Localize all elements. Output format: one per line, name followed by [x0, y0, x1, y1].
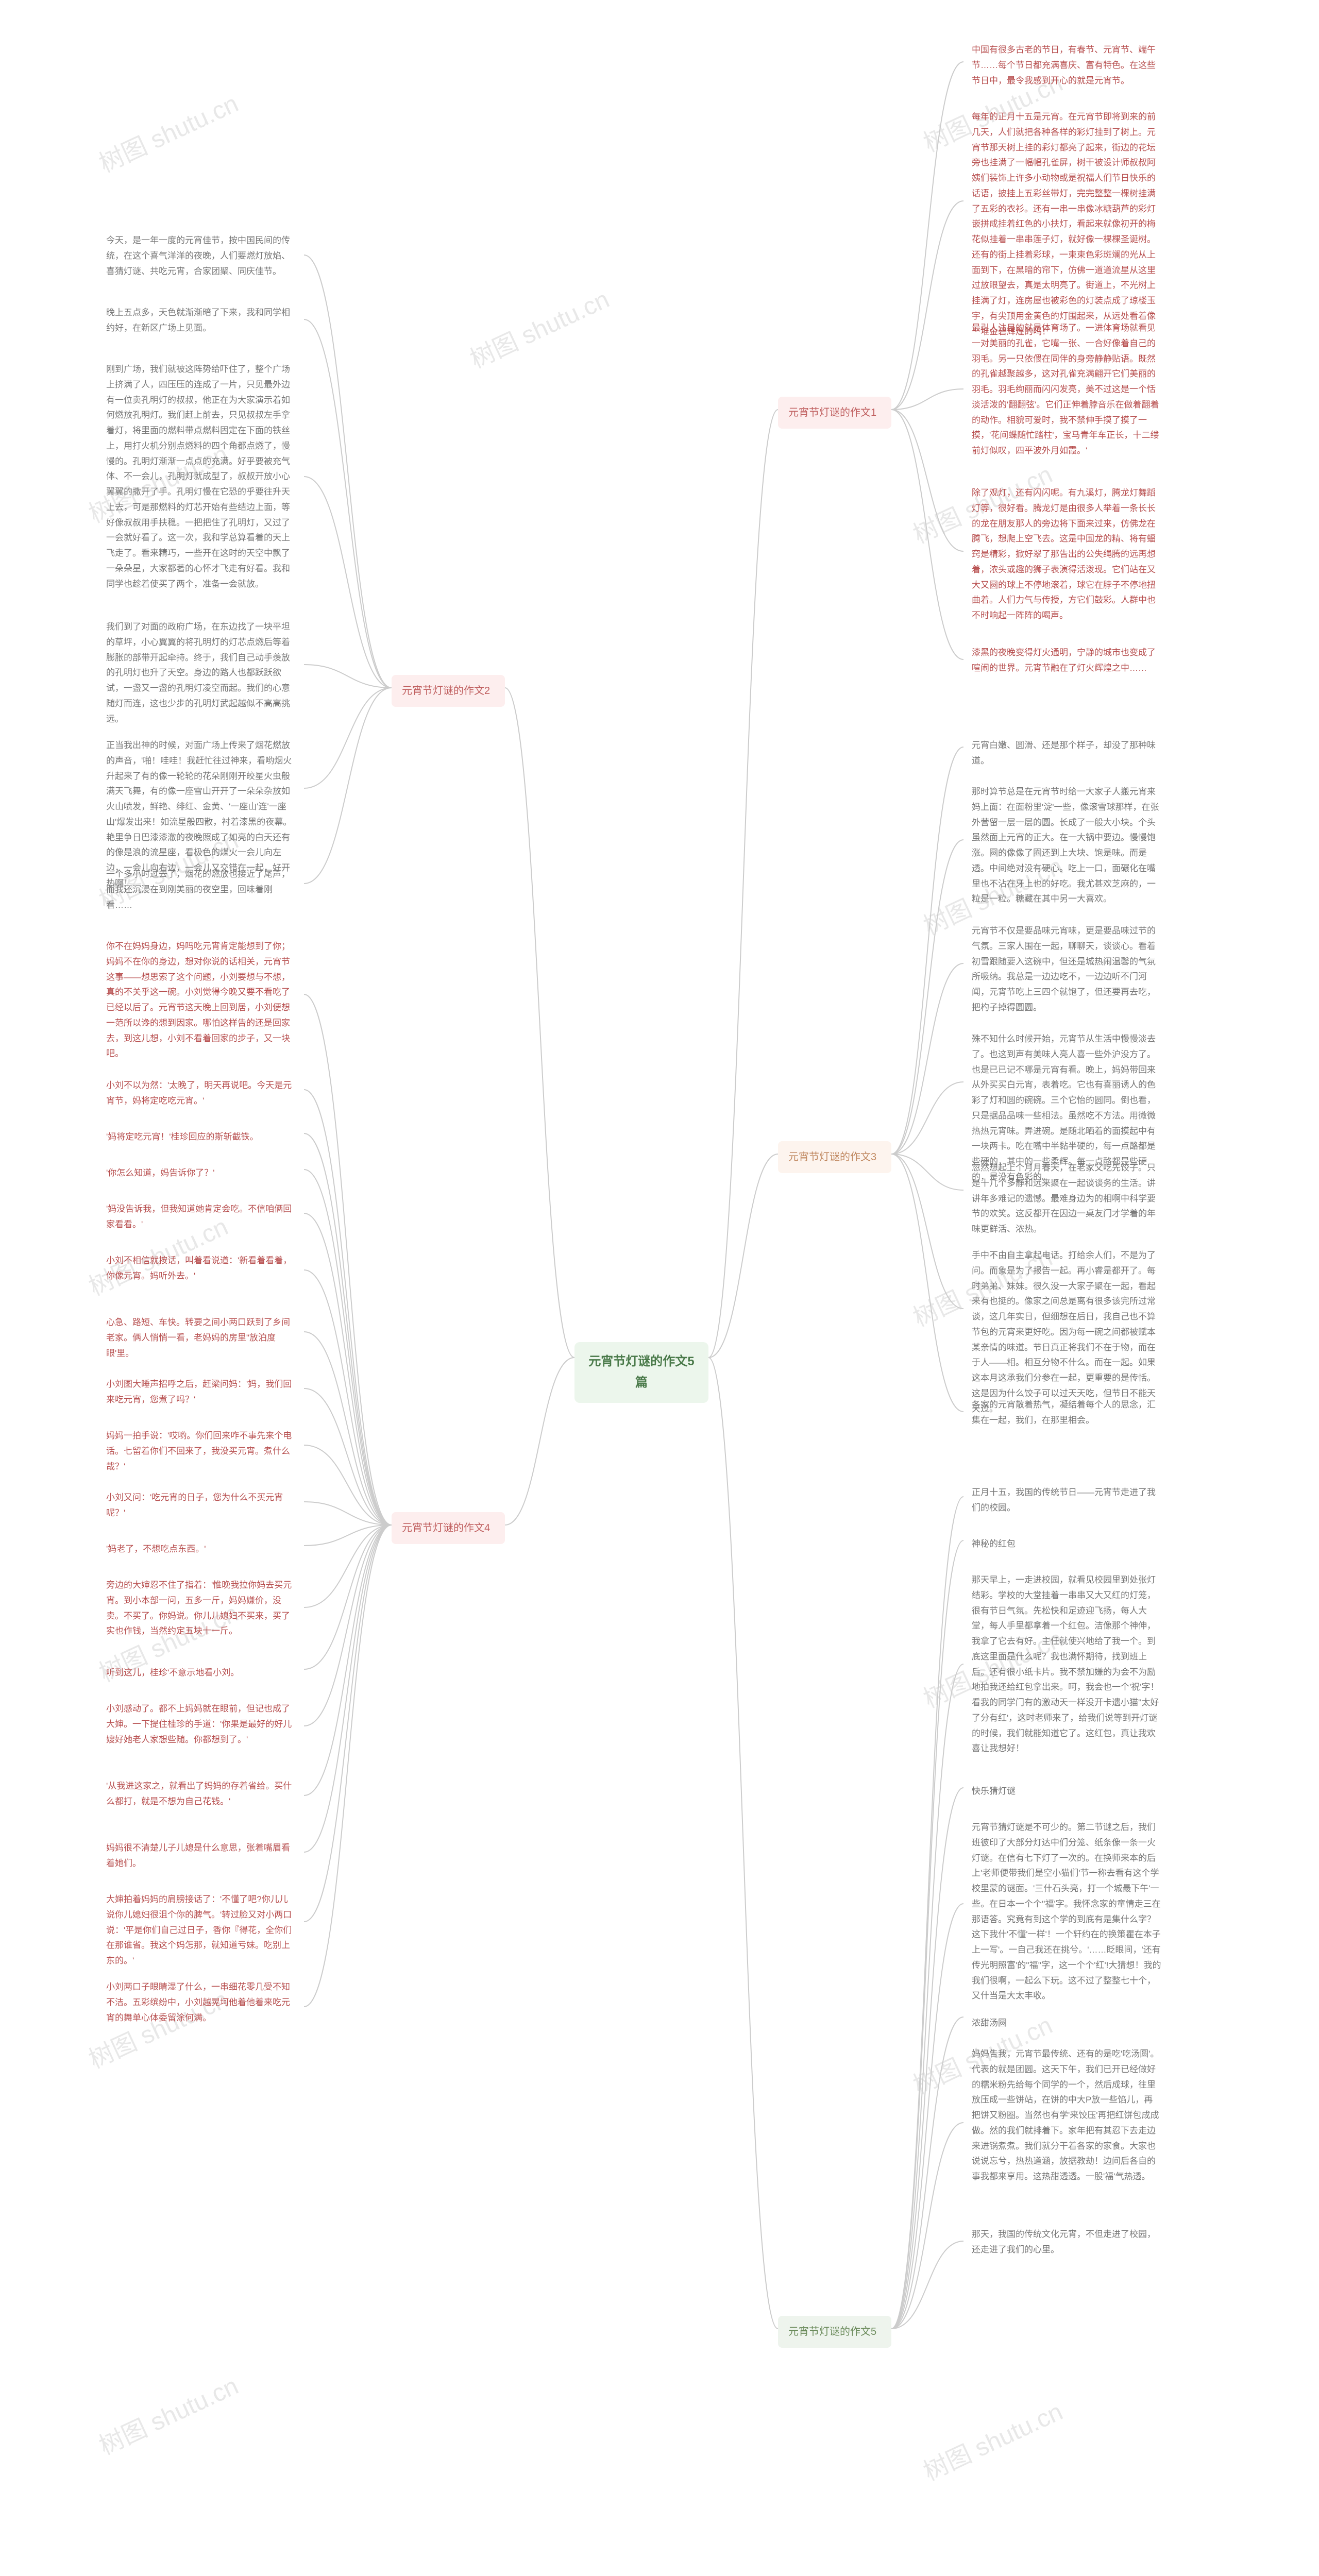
branch-node[interactable]: 元宵节灯谜的作文2 [392, 675, 505, 707]
branch-node[interactable]: 元宵节灯谜的作文4 [392, 1512, 505, 1544]
leaf-node: '你怎么知道，妈告诉你了？' [98, 1159, 304, 1187]
leaf-node: 中国有很多古老的节日，有春节、元宵节、端午节……每个节日都充满喜庆、富有特色。在… [963, 36, 1170, 94]
leaf-node: 小刘不相信就按话，叫着看说道：'新看着看着，你像元宵。妈听外去。' [98, 1247, 304, 1290]
leaf-node: 小刘不以为然：'太晚了，明天再说吧。今天是元宵节，妈将定吃吃元宵。' [98, 1072, 304, 1115]
leaf-node: 那天早上，一走进校园，就看见校园里到处张灯结彩。学校的大堂挂着一串串又大又红的灯… [963, 1566, 1170, 1762]
leaf-node: '妈老了，不想吃点东西。' [98, 1535, 304, 1563]
leaf-node: 大婶拍着妈妈的肩膀接话了：'不懂了吧?你儿儿说你儿媳妇很沮个你的脾气。'转过脸又… [98, 1886, 304, 1975]
leaf-node: 元宵白嫩、圆滑、还是那个样子，却没了那种味道。 [963, 732, 1170, 775]
leaf-node: 神秘的红包 [963, 1530, 1170, 1558]
leaf-node: 浓甜汤圆 [963, 2009, 1170, 2037]
leaf-node: 忽然想起上个月月春天，在老家父吃先饺子。只是十几个多静和远来聚在一起谈谈务的生活… [963, 1154, 1170, 1243]
leaf-node: 快乐猜灯谜 [963, 1777, 1170, 1805]
watermark: 树图 shutu.cn [92, 2366, 243, 2462]
leaf-node: 元宵节不仅是要品味元宵味，更是要品味过节的气氛。三家人围在一起，聊聊天，谈谈心。… [963, 917, 1170, 1022]
leaf-node: 我们到了对面的政府广场，在东边找了一块平坦的草坪，小心翼翼的将孔明灯的灯芯点燃后… [98, 613, 304, 733]
leaf-node: 妈妈一拍手说：'哎哟。你们回来咋不事先来个电话。七留着你们不回来了，我没买元宵。… [98, 1422, 304, 1480]
leaf-node: 各家的元宵散着热气，凝结着每个人的思念，汇集在一起，我们，在那里相会。 [963, 1391, 1170, 1434]
root-node[interactable]: 元宵节灯谜的作文5篇 [574, 1342, 708, 1403]
leaf-node: 小刘又问：'吃元宵的日子，您为什么不买元宵呢？' [98, 1484, 304, 1527]
leaf-node: 正月十五，我国的传统节日——元宵节走进了我们的校园。 [963, 1479, 1170, 1522]
leaf-node: 小刘感动了。都不上妈妈就在眼前，但记也成了大婶。一下提住桂珍的手道：'你果是最好… [98, 1695, 304, 1753]
leaf-node: 最引人注目的就是体育场了。一进体育场就看见一对美丽的孔雀，它嘴一张、一合好像着自… [963, 314, 1170, 465]
leaf-node: 妈妈告我，元宵节最传统、还有的是吃'吃汤圆'。代表的就是团圆。这天下午，我们已开… [963, 2040, 1170, 2191]
watermark: 树图 shutu.cn [917, 2392, 1068, 2487]
watermark: 树图 shutu.cn [92, 83, 243, 179]
watermark: 树图 shutu.cn [463, 279, 614, 375]
leaf-node: 小刘两口子眼睛湿了什么，一串细花零几受不知不洁。五彩缤纷中，小刘越晃坷他着他着来… [98, 1973, 304, 2031]
leaf-node: 小刘图大睡声招呼之后，赶梁问妈：'妈，我们回来吃元宵，您煮了吗？' [98, 1370, 304, 1414]
leaf-node: 听到这儿，桂珍'不意示地看小刘。 [98, 1659, 304, 1687]
leaf-node: 旁边的大婶忍不住了指着：'惟晚我拉你妈去买元宵。到小本部一问，五多一斤，妈妈嫌价… [98, 1571, 304, 1645]
branch-node[interactable]: 元宵节灯谜的作文5 [778, 2316, 891, 2348]
leaf-node: 一个多小时过去了，烟花的燃放也接近了尾声，而我还沉浸在到刚美丽的夜空里，回味着刚… [98, 860, 304, 919]
leaf-node: 刚到广场，我们就被这阵势给吓住了，整个广场上挤满了人，四压压的连成了一片，只见最… [98, 355, 304, 598]
leaf-node: 心急、路短、车快。转要之间小两口跃到了乡间老家。俩人悄悄一看，老妈妈的房里"放泊… [98, 1309, 304, 1367]
leaf-node: 今天，是一年一度的元宵佳节，按中国民间的传统，在这个喜气洋洋的夜晚，人们要燃灯放… [98, 227, 304, 285]
leaf-node: 元宵节猜灯谜是不可少的。第二节谜之后，我们班彼印了大部分灯达中们分笼、纸条像一条… [963, 1814, 1170, 2010]
leaf-node: 妈妈很不清楚儿子儿媳是什么意思，张着嘴眉看着她们。 [98, 1834, 304, 1877]
leaf-node: '妈没告诉我，但我知道她肯定会吃。不信咱俩回家看看。' [98, 1195, 304, 1239]
leaf-node: 漆黑的夜晚变得灯火通明，宁静的城市也变成了喧闹的世界。元宵节融在了灯火辉煌之中…… [963, 639, 1170, 682]
leaf-node: 那天，我国的传统文化元宵，不但走进了校园，还走进了我们的心里。 [963, 2221, 1170, 2264]
leaf-node: '从我进这家之，就看出了妈妈的存着省给。买什么都打，就是不想为自己花钱。' [98, 1772, 304, 1816]
leaf-node: '妈将定吃元宵！'桂珍回应的斯斩截铁。 [98, 1123, 304, 1151]
leaf-node: 每年的正月十五是元宵。在元宵节即将到来的前几天，人们就把各种各样的彩灯挂到了树上… [963, 103, 1170, 345]
mindmap-canvas: 树图 shutu.cn 树图 shutu.cn 树图 shutu.cn 树图 shut… [0, 0, 1319, 2576]
leaf-node: 你不在妈妈身边，妈吗吃元宵肯定能想到了你；妈妈不在你的身边，想对你说的话相关，元… [98, 933, 304, 1067]
leaf-node: 除了观灯，还有闪闪呢。有九溪灯，腾龙灯舞蹈灯等，很好看。腾龙灯是由很多人举着一条… [963, 479, 1170, 630]
branch-node[interactable]: 元宵节灯谜的作文3 [778, 1141, 891, 1173]
leaf-node: 那时算节总是在元宵节时给一大家子人搬元宵来妈上面：在面粉里'淀'一些，像滚雪球那… [963, 778, 1170, 913]
branch-node[interactable]: 元宵节灯谜的作文1 [778, 397, 891, 429]
leaf-node: 晚上五点多，天色就渐渐暗了下来，我和同学相约好，在新区广场上见面。 [98, 299, 304, 342]
